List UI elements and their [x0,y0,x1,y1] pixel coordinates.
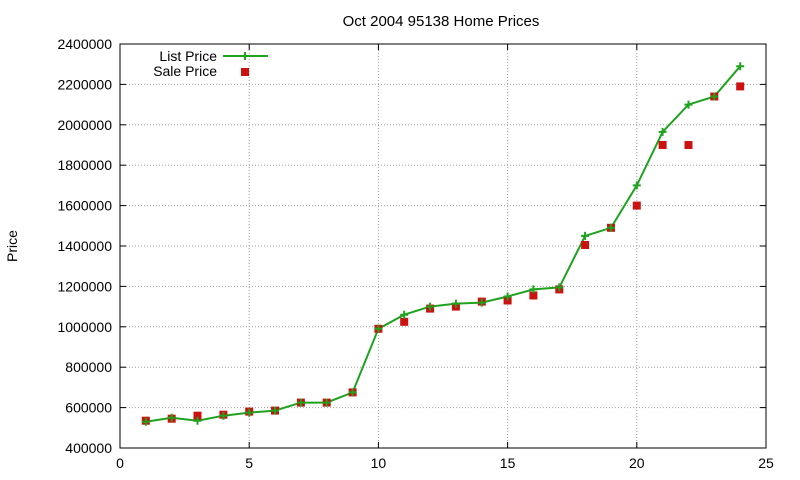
chart-title: Oct 2004 95138 Home Prices [343,13,540,30]
list-price-point [322,398,331,407]
sale-price-point [632,201,641,210]
list-price-point [555,283,564,292]
x-tick-label: 25 [758,455,774,471]
sale-price-point [736,82,745,91]
sale-price-point [658,141,667,149]
list-price-point [736,62,745,71]
list-price-point [632,181,641,190]
list-price-point [219,411,228,420]
list-price-point [167,413,176,422]
y-tick-label: 1000000 [57,319,112,335]
list-price-point [607,223,615,232]
legend: List Price Sale Price [153,48,268,79]
sale-price-point [684,141,693,149]
sale-price-point [193,411,202,420]
y-tick-label: 1400000 [57,238,112,254]
x-tick-label: 15 [500,455,516,471]
list-price-point [503,292,512,301]
list-price-point [451,299,460,308]
list-price-point [529,285,538,294]
y-tick-label: 2400000 [57,36,112,52]
y-tick-label: 1800000 [57,157,112,173]
list-price-point [684,100,693,109]
list-price-point [658,127,667,136]
legend-label-sale-price: Sale Price [153,63,217,79]
sale-price-point [529,291,538,300]
list-price-point [400,310,409,319]
grid [120,44,766,448]
list-price-point [141,417,150,426]
x-tick-label: 5 [245,455,253,471]
y-tick-label: 800000 [65,359,112,375]
y-tick-label: 400000 [65,440,112,456]
x-tick-label: 0 [116,455,124,471]
x-tick-label: 20 [629,455,645,471]
list-price-point [477,298,486,307]
x-ticks: 0 5 10 15 20 25 [116,44,774,471]
y-tick-label: 600000 [65,400,112,416]
sale-price-point [400,317,409,326]
list-price-point [245,408,254,417]
y-tick-label: 2200000 [57,76,112,92]
y-tick-label: 1200000 [57,278,112,294]
x-tick-label: 10 [371,455,387,471]
legend-marker-list-price [241,52,249,60]
list-price-point [710,92,719,101]
list-price-point [193,416,202,425]
legend-label-list-price: List Price [159,48,217,64]
y-tick-label: 1600000 [57,198,112,214]
series-layer [141,62,745,426]
list-price-point [581,231,590,240]
legend-marker-sale-price [241,68,249,76]
y-tick-label: 2000000 [57,117,112,133]
list-price-point [426,302,435,311]
y-ticks: 400000 600000 800000 1000000 1200000 1400000 1… [57,36,766,456]
sale-price-point [581,241,590,249]
list-price-point [374,324,383,333]
y-axis-label: Price [4,230,20,262]
list-price-point [348,388,357,397]
list-price-point [296,398,305,407]
list-price-point [271,406,279,415]
list-price-line [145,65,741,423]
